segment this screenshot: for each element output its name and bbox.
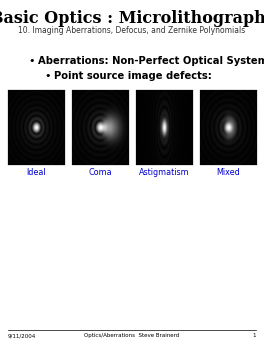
Text: Astigmatism: Astigmatism: [139, 168, 189, 177]
Text: •: •: [28, 56, 35, 66]
Text: Optics/Aberrations  Steve Brainerd: Optics/Aberrations Steve Brainerd: [84, 333, 180, 338]
Text: Mixed: Mixed: [216, 168, 240, 177]
Text: Point source image defects:: Point source image defects:: [54, 71, 212, 81]
Text: Aberrations: Non-Perfect Optical System: Aberrations: Non-Perfect Optical System: [38, 56, 264, 66]
Bar: [7, 90, 64, 165]
Text: Coma: Coma: [88, 168, 112, 177]
Text: Basic Optics : Microlithography: Basic Optics : Microlithography: [0, 10, 264, 27]
Text: 9/11/2004: 9/11/2004: [8, 333, 36, 338]
Bar: [200, 90, 257, 165]
Text: •: •: [44, 71, 50, 81]
Text: Ideal: Ideal: [26, 168, 46, 177]
Bar: [135, 90, 192, 165]
Text: 1: 1: [252, 333, 256, 338]
Text: 10. Imaging Aberrations, Defocus, and Zernike Polynomials: 10. Imaging Aberrations, Defocus, and Ze…: [18, 26, 246, 35]
Bar: [72, 90, 129, 165]
